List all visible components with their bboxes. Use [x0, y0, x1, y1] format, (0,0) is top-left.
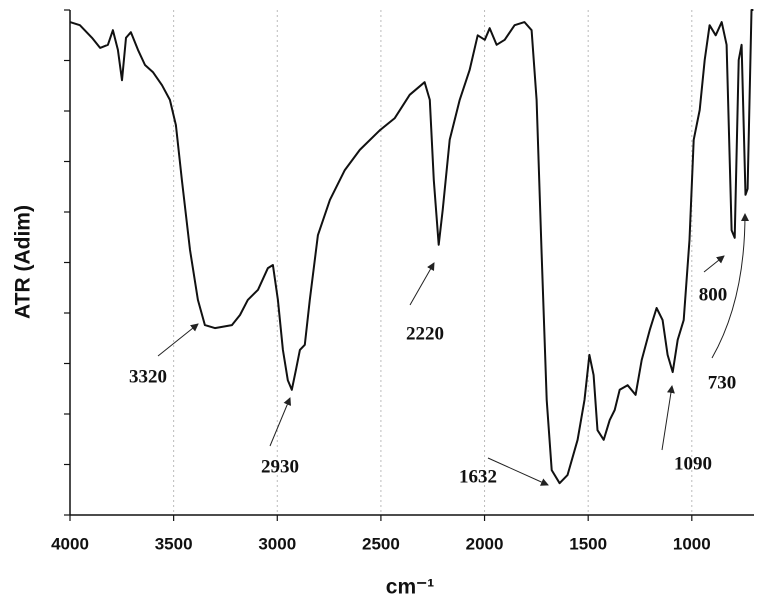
annotation: 730 — [708, 372, 737, 393]
annotation-arrow — [269, 397, 291, 447]
spectrum-line — [69, 9, 754, 485]
annotation: 1090 — [674, 453, 712, 474]
x-tick-label: 3500 — [155, 534, 193, 553]
annotation-arrow — [703, 255, 725, 273]
y-axis-label: ATR (Adim) — [12, 205, 35, 319]
x-axis-label: cm⁻¹ — [386, 576, 434, 599]
annotation: 2220 — [406, 323, 444, 344]
x-tick-label: 1000 — [673, 534, 711, 553]
x-tick-label: 3000 — [258, 534, 296, 553]
annotation-arrow — [487, 457, 549, 486]
x-tick-label: 2500 — [362, 534, 400, 553]
annotation-arrow — [157, 323, 199, 357]
x-tick-label: 2000 — [466, 534, 504, 553]
x-tick-label: 4000 — [51, 534, 89, 553]
annotation: 800 — [699, 284, 728, 305]
annotation: 2930 — [261, 456, 299, 477]
annotation-arrow — [661, 385, 675, 451]
annotation: 1632 — [459, 466, 497, 487]
annotation-arrow — [409, 262, 435, 306]
annotation: 3320 — [129, 366, 167, 387]
annotation-arrow — [711, 213, 749, 359]
x-tick-label: 1500 — [569, 534, 607, 553]
